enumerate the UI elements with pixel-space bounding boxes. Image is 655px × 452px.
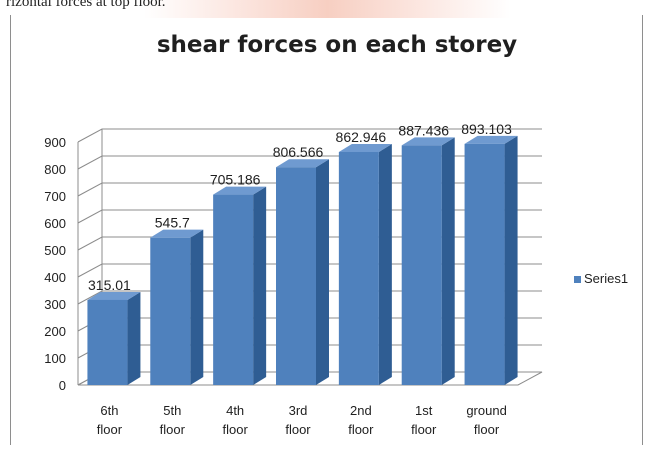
x-tick-label: 5th: [163, 403, 181, 418]
x-tick-label: 4th: [226, 403, 244, 418]
gridline: [77, 290, 542, 305]
x-tick-label: floor: [411, 422, 437, 437]
bar-side: [253, 186, 267, 385]
y-tick-label: 700: [44, 189, 66, 204]
data-labels: 315.01 545.7 705.186 806.566 862.946 887.436 8…: [88, 121, 512, 293]
y-tick-label: 100: [44, 351, 66, 366]
data-label: 806.566: [273, 144, 324, 160]
top-text: rizontal forces at top floor.: [6, 0, 166, 10]
bar-front: [213, 194, 254, 385]
x-tick-label: ground: [466, 403, 506, 418]
bar-top: [276, 159, 329, 168]
bar-side: [504, 135, 518, 385]
y-tick-label: 500: [44, 243, 66, 258]
x-tick-label: floor: [97, 422, 123, 437]
bar: [213, 186, 267, 385]
bars: [87, 135, 518, 385]
bar-top: [213, 186, 267, 195]
bar-top: [338, 144, 392, 153]
x-axis: 6th floor 5th floor 4th floor 3rd floor 2nd floor…: [97, 403, 507, 437]
gridline: [77, 182, 542, 197]
y-tick-label: 800: [44, 162, 66, 177]
y-tick-label: 400: [44, 270, 66, 285]
bar-side: [378, 144, 392, 385]
bar-front: [401, 145, 442, 385]
y-tick-label: 300: [44, 297, 66, 312]
bar: [87, 291, 141, 385]
data-label: 705.186: [210, 172, 261, 188]
x-tick-label: 2nd: [350, 403, 372, 418]
bar-side: [441, 137, 455, 385]
bar: [401, 137, 455, 385]
bar-top: [464, 135, 518, 144]
x-tick-label: 1st: [415, 403, 433, 418]
x-tick-label: floor: [222, 422, 248, 437]
bar-side: [190, 229, 204, 385]
chart-title: shear forces on each storey: [157, 32, 517, 58]
legend-swatch: [574, 276, 581, 283]
bar: [338, 144, 392, 385]
bar-top: [150, 229, 204, 238]
x-tick-label: floor: [474, 422, 500, 437]
y-tick-label: 900: [44, 135, 66, 150]
y-tick-label: 0: [59, 378, 66, 393]
bar-top: [401, 137, 455, 146]
data-label: 545.7: [155, 215, 190, 231]
bar-side: [316, 159, 329, 385]
bar: [276, 159, 329, 385]
y-axis: 0 100 200 300 400 500 600 700 800 900: [44, 135, 66, 393]
bar: [150, 229, 204, 385]
x-tick-label: floor: [348, 422, 374, 437]
y-tick-label: 600: [44, 216, 66, 231]
x-tick-label: 3rd: [289, 403, 308, 418]
top-strip: rizontal forces at top floor.: [0, 0, 655, 18]
data-label: 893.103: [461, 121, 512, 137]
legend-label-series1: Series1: [584, 271, 628, 286]
bar-front: [338, 152, 379, 385]
bar: [464, 135, 518, 385]
data-label: 862.946: [336, 129, 387, 145]
legend: Series1: [574, 271, 628, 286]
x-tick-label: floor: [285, 422, 311, 437]
gridline: [77, 155, 542, 170]
x-tick-label: 6th: [100, 403, 118, 418]
bar-front: [276, 167, 316, 385]
chart-frame: [10, 15, 643, 445]
gridline: [77, 236, 542, 251]
gridline: [77, 128, 542, 143]
gridline: [77, 209, 542, 224]
y-tick-label: 200: [44, 324, 66, 339]
bar-front: [87, 299, 128, 385]
highlight-band: [0, 0, 655, 18]
data-label: 887.436: [398, 122, 449, 138]
bar-front: [150, 237, 191, 385]
bar-front: [464, 143, 505, 385]
gridline: [77, 263, 542, 278]
bar-top: [87, 291, 141, 300]
x-tick-label: floor: [160, 422, 186, 437]
bar-side: [127, 291, 141, 385]
data-label: 315.01: [88, 277, 131, 293]
